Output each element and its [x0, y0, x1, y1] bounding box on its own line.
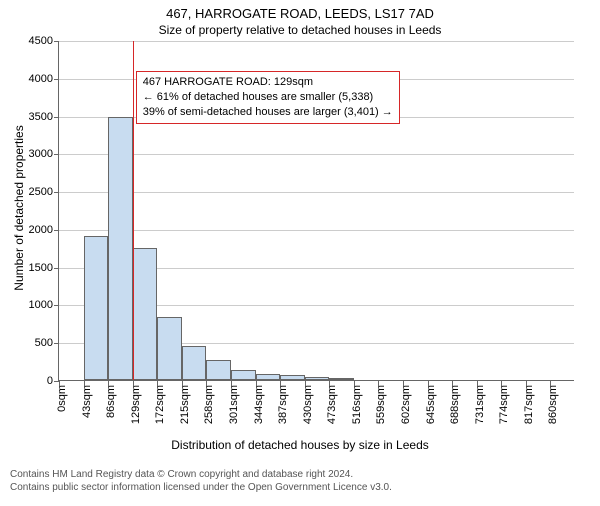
- histogram-bar: [280, 375, 305, 380]
- xtick-label: 817sqm: [523, 385, 535, 424]
- ytick-label: 4500: [29, 35, 59, 47]
- xtick-label: 172sqm: [154, 385, 166, 424]
- xtick-label: 516sqm: [351, 385, 363, 424]
- histogram-bar: [157, 317, 182, 380]
- grid-line: [59, 192, 574, 193]
- annotation-box: 467 HARROGATE ROAD: 129sqm← 61% of detac…: [136, 71, 400, 124]
- page-subtitle: Size of property relative to detached ho…: [0, 23, 600, 37]
- footer-line-2: Contains public sector information licen…: [10, 482, 590, 495]
- xtick-label: 129sqm: [130, 385, 142, 424]
- xtick-label: 774sqm: [498, 385, 510, 424]
- histogram-bar: [84, 236, 109, 380]
- grid-line: [59, 41, 574, 42]
- ytick-label: 3500: [29, 111, 59, 123]
- chart-area: 0500100015002000250030003500400045000sqm…: [58, 41, 574, 417]
- histogram-bar: [182, 346, 207, 380]
- annotation-line: 39% of semi-detached houses are larger (…: [143, 105, 393, 120]
- xtick-label: 860sqm: [547, 385, 559, 424]
- x-axis-label: Distribution of detached houses by size …: [0, 438, 600, 452]
- ytick-label: 1500: [29, 262, 59, 274]
- xtick-label: 86sqm: [105, 385, 117, 418]
- xtick-label: 688sqm: [449, 385, 461, 424]
- footer: Contains HM Land Registry data © Crown c…: [10, 469, 590, 494]
- ytick-label: 4000: [29, 73, 59, 85]
- xtick-label: 645sqm: [425, 385, 437, 424]
- plot-area: 0500100015002000250030003500400045000sqm…: [58, 41, 574, 381]
- xtick-label: 43sqm: [81, 385, 93, 418]
- footer-line-1: Contains HM Land Registry data © Crown c…: [10, 469, 590, 482]
- histogram-bar: [256, 374, 281, 380]
- xtick-label: 559sqm: [375, 385, 387, 424]
- histogram-bar: [108, 117, 133, 380]
- page-title: 467, HARROGATE ROAD, LEEDS, LS17 7AD: [0, 6, 600, 21]
- histogram-bar: [329, 378, 354, 380]
- xtick-label: 344sqm: [253, 385, 265, 424]
- annotation-line: ← 61% of detached houses are smaller (5,…: [143, 90, 393, 105]
- ytick-label: 2000: [29, 224, 59, 236]
- xtick-label: 473sqm: [326, 385, 338, 424]
- histogram-bar: [133, 248, 158, 380]
- xtick-label: 215sqm: [179, 385, 191, 424]
- ytick-label: 1000: [29, 299, 59, 311]
- xtick-label: 387sqm: [277, 385, 289, 424]
- annotation-line: 467 HARROGATE ROAD: 129sqm: [143, 75, 393, 90]
- reference-line: [133, 41, 134, 380]
- ytick-label: 3000: [29, 148, 59, 160]
- xtick-label: 430sqm: [302, 385, 314, 424]
- histogram-bar: [206, 360, 231, 380]
- ytick-label: 2500: [29, 186, 59, 198]
- xtick-label: 602sqm: [400, 385, 412, 424]
- y-axis-label: Number of detached properties: [12, 125, 26, 290]
- xtick-label: 731sqm: [474, 385, 486, 424]
- xtick-label: 258sqm: [203, 385, 215, 424]
- grid-line: [59, 154, 574, 155]
- grid-line: [59, 230, 574, 231]
- histogram-bar: [305, 377, 330, 380]
- histogram-bar: [231, 370, 256, 380]
- xtick-label: 301sqm: [228, 385, 240, 424]
- ytick-label: 500: [35, 337, 59, 349]
- y-axis-label-wrap: Number of detached properties: [12, 38, 26, 378]
- xtick-label: 0sqm: [56, 385, 68, 412]
